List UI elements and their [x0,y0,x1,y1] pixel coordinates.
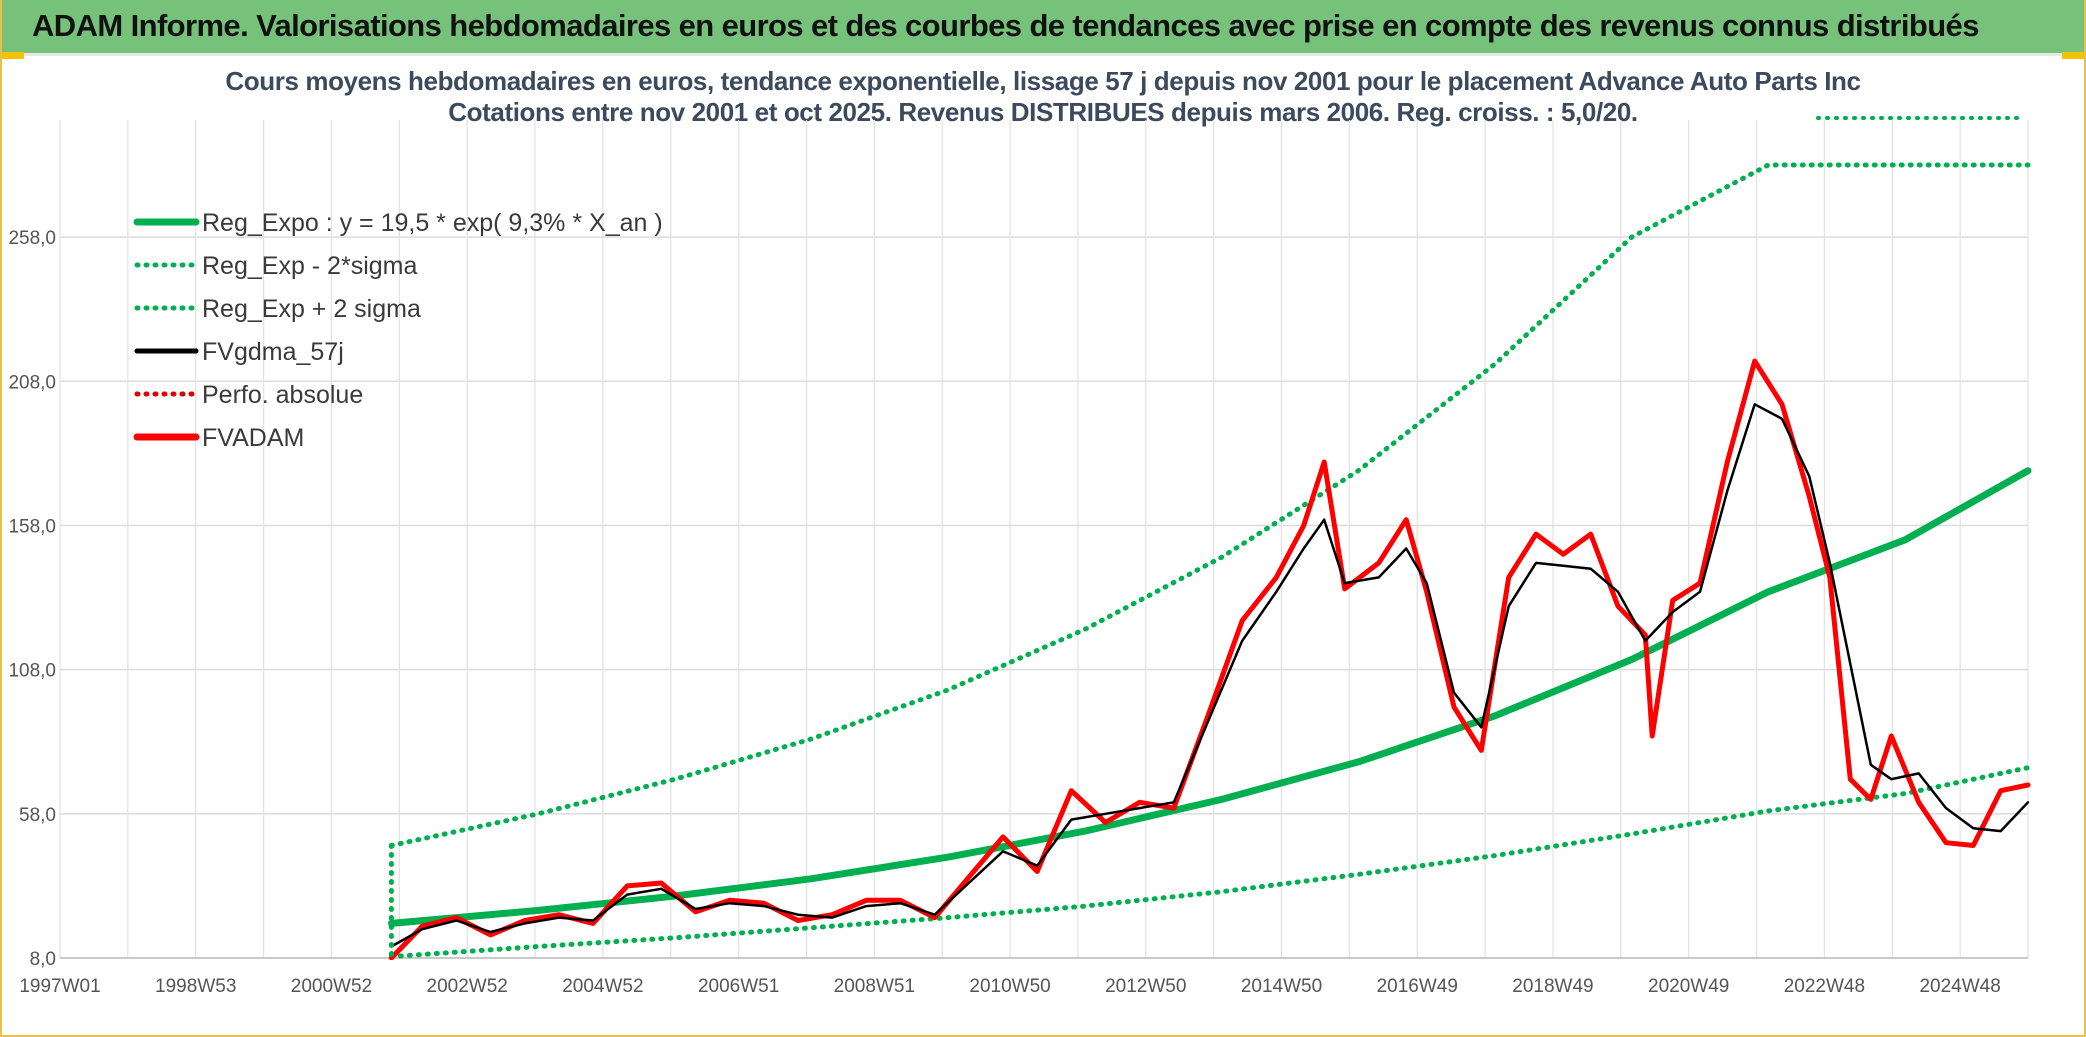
report-title: ADAM Informe. Valorisations hebdomadaire… [32,8,1979,43]
x-tick-label: 2016W49 [1377,976,1458,997]
x-tick-label: 2002W52 [427,976,508,997]
x-tick-label: 1998W53 [155,976,236,997]
x-tick-label: 2024W48 [1919,976,2000,997]
series-line-fvgdma [390,403,2030,948]
report-banner: ADAM Informe. Valorisations hebdomadaire… [0,0,2086,56]
legend-label: Reg_Exp - 2*sigma [202,252,417,280]
corner-accent-right [2062,52,2086,59]
y-tick-label: 258,0 [8,228,56,249]
y-tick-label: 158,0 [8,516,56,537]
y-tick-label: 8,0 [30,949,56,970]
x-tick-label: 2018W49 [1512,976,1593,997]
x-tick-label: 2010W50 [969,976,1050,997]
x-tick-label: 2006W51 [698,976,779,997]
chart-title: Cours moyens hebdomadaires en euros, ten… [225,66,1861,96]
x-tick-label: 2012W50 [1105,976,1186,997]
y-tick-label: 58,0 [19,805,56,826]
x-tick-label: 2014W50 [1241,976,1322,997]
legend-label: Perfo. absolue [202,381,363,409]
legend-label: Reg_Expo : y = 19,5 * exp( 9,3% * X_an ) [202,209,663,237]
y-tick-label: 208,0 [8,372,56,393]
x-tick-label: 2004W52 [562,976,643,997]
x-tick-label: 2008W51 [834,976,915,997]
x-tick-label: 2020W49 [1648,976,1729,997]
legend-label: Reg_Exp + 2 sigma [202,295,421,323]
corner-accent-left [0,52,24,59]
x-tick-label: 2022W48 [1784,976,1865,997]
x-tick-label: 2000W52 [291,976,372,997]
chart-subtitle: Cotations entre nov 2001 et oct 2025. Re… [448,97,1638,127]
y-tick-label: 108,0 [8,661,56,682]
legend-label: FVgdma_57j [202,338,344,366]
series-line-upper-band [388,162,2031,848]
series-line-lower-band [388,765,2031,960]
x-tick-label: 1997W01 [19,976,100,997]
legend-label: FVADAM [202,424,304,452]
